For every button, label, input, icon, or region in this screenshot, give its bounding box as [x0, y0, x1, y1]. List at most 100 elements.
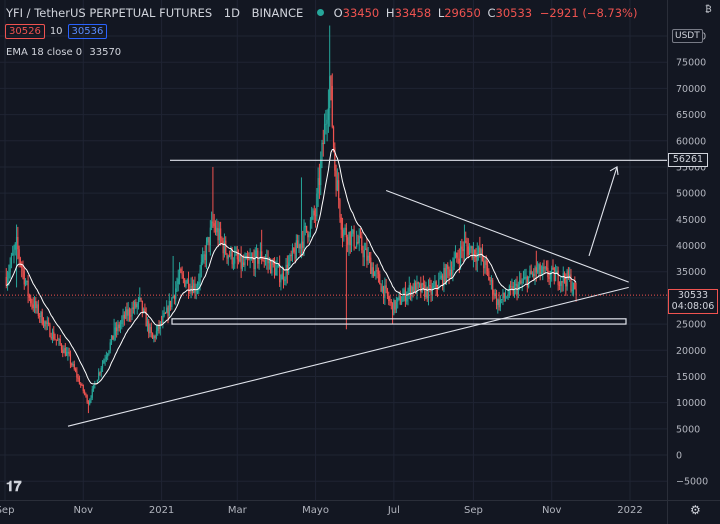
candle-body	[128, 309, 131, 316]
candle-body	[439, 278, 441, 280]
candle-body	[78, 378, 81, 385]
candle-body	[202, 254, 204, 263]
candle-body	[484, 260, 486, 269]
close-value: 30533	[495, 6, 533, 20]
candle-body	[352, 229, 354, 234]
candle-body	[267, 258, 269, 264]
candle-body	[444, 267, 446, 283]
candle-body	[213, 223, 215, 227]
candle-body	[528, 276, 530, 288]
x-tick-label: Mar	[228, 505, 248, 516]
candle-body	[356, 241, 358, 248]
currency-label[interactable]: USDT	[672, 29, 703, 43]
candle-body	[273, 264, 276, 276]
candle-body	[42, 324, 45, 327]
candle-body	[217, 228, 219, 241]
candle-body	[182, 274, 184, 279]
candle-body	[486, 265, 489, 272]
candle-body	[36, 304, 38, 309]
candle-body	[385, 285, 387, 289]
candle-body	[6, 278, 9, 286]
candle-body	[572, 282, 575, 290]
candle-body	[131, 307, 133, 316]
candle-body	[403, 289, 405, 297]
candle-body	[504, 297, 507, 299]
candle-body	[254, 250, 256, 270]
candle-body	[263, 260, 265, 262]
candle-body	[107, 354, 109, 357]
high-value: 33458	[394, 6, 432, 20]
candle-body	[412, 286, 414, 292]
candle-body	[448, 268, 450, 276]
candle-body	[57, 339, 59, 341]
candle-body	[334, 147, 336, 171]
symbol-title[interactable]: YFI / TetherUS PERPETUAL FUTURES	[6, 6, 213, 20]
candle-body	[558, 285, 561, 287]
candle-body	[199, 269, 201, 282]
tradingview-logo-icon[interactable]: 𝟏𝟕	[6, 479, 22, 495]
quantity-field[interactable]: 10	[49, 26, 63, 37]
candle-body	[35, 301, 37, 309]
candle-body	[462, 248, 464, 252]
candle-body	[253, 258, 255, 270]
candle-body	[561, 281, 563, 283]
candle-body	[380, 284, 382, 292]
candle-body	[178, 269, 181, 279]
candle-body	[73, 364, 75, 370]
candle-body	[506, 297, 508, 299]
candle-body	[55, 339, 57, 341]
y-tick-label: 0	[676, 451, 682, 462]
candle-body	[270, 261, 272, 274]
candle-body	[542, 266, 544, 273]
candle-body	[320, 160, 322, 186]
candle-body	[376, 270, 378, 272]
candle-body	[258, 258, 260, 264]
candle-body	[443, 267, 445, 287]
candle-body	[309, 220, 312, 235]
candle-body	[290, 255, 292, 257]
sell-button[interactable]: 30526	[5, 24, 45, 39]
candle-body	[372, 267, 374, 277]
candle-body	[227, 255, 229, 259]
candle-body	[172, 295, 174, 299]
candle-body	[318, 178, 321, 186]
candle-body	[158, 325, 160, 330]
candle-body	[259, 251, 261, 259]
candle-body	[271, 260, 273, 274]
candle-body	[300, 241, 303, 249]
candle-body	[349, 232, 351, 246]
candle-body	[540, 272, 543, 275]
candle-body	[407, 291, 409, 297]
candle-body	[393, 300, 395, 316]
candle-body	[148, 321, 150, 334]
candle-body	[325, 123, 327, 125]
candle-body	[442, 275, 444, 287]
candle-body	[566, 270, 568, 287]
candle-body	[146, 321, 149, 327]
candle-body	[549, 273, 552, 279]
candle-body	[193, 283, 195, 293]
interval-label[interactable]: 1D	[223, 6, 240, 20]
candle-body	[350, 233, 353, 246]
candle-body	[440, 275, 442, 279]
candle-body	[153, 336, 155, 339]
buy-button[interactable]: 30536	[67, 24, 108, 39]
candle-body	[222, 241, 224, 254]
high-label: H	[385, 6, 395, 20]
candle-body	[101, 363, 104, 369]
candle-body	[32, 304, 34, 309]
candle-body	[26, 280, 28, 283]
candle-body	[374, 271, 376, 277]
candle-body	[83, 391, 86, 394]
ema-indicator-legend[interactable]: EMA 18 close 0 33570	[6, 47, 121, 58]
candle-body	[456, 252, 458, 258]
settings-gear-icon[interactable]: ⚙	[690, 503, 701, 517]
candle-body	[533, 273, 535, 277]
candle-body	[110, 335, 113, 343]
candle-body	[196, 285, 199, 292]
candle-body	[331, 85, 333, 127]
candle-body	[173, 295, 176, 299]
candle-body	[381, 286, 383, 292]
